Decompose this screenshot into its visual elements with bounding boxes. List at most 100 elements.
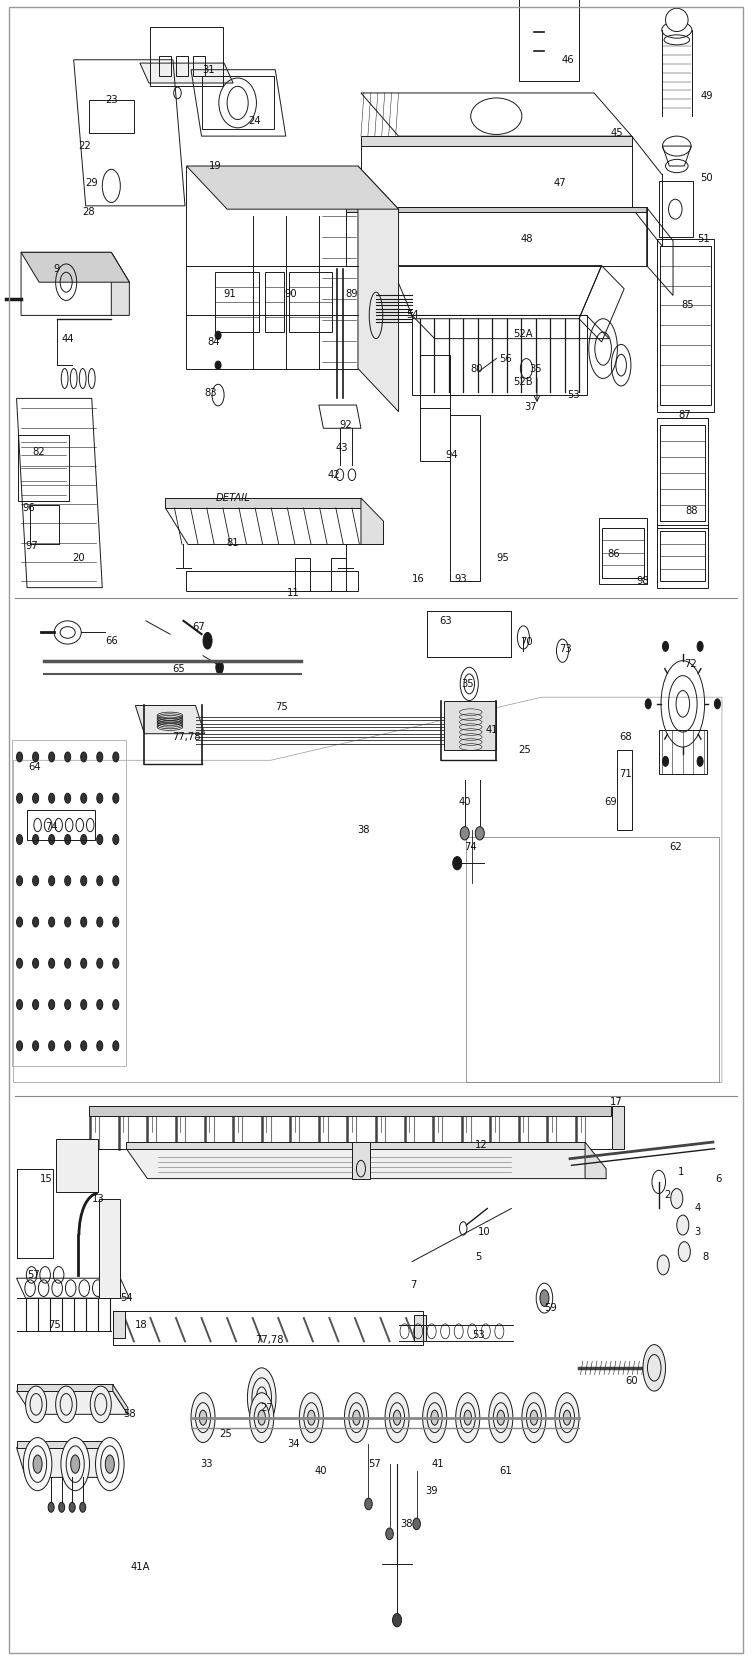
Ellipse shape xyxy=(32,958,38,968)
Ellipse shape xyxy=(65,999,71,1009)
Text: 65: 65 xyxy=(173,664,185,674)
Ellipse shape xyxy=(59,1502,65,1512)
Bar xyxy=(265,272,284,332)
Text: 40: 40 xyxy=(314,1466,326,1476)
Bar xyxy=(612,1106,624,1149)
Ellipse shape xyxy=(80,916,86,926)
Ellipse shape xyxy=(386,1527,393,1540)
Text: 4: 4 xyxy=(695,1204,701,1213)
Text: 7: 7 xyxy=(411,1280,417,1290)
Text: 57: 57 xyxy=(368,1459,381,1469)
Ellipse shape xyxy=(453,857,462,870)
Text: 96: 96 xyxy=(23,503,35,513)
Bar xyxy=(202,76,274,129)
Polygon shape xyxy=(165,498,361,508)
Text: 16: 16 xyxy=(412,574,424,584)
Polygon shape xyxy=(17,1391,128,1414)
Ellipse shape xyxy=(65,916,71,926)
Text: 97: 97 xyxy=(26,541,38,551)
Bar xyxy=(150,27,223,86)
Ellipse shape xyxy=(215,330,221,339)
Ellipse shape xyxy=(97,958,103,968)
Ellipse shape xyxy=(413,1517,420,1531)
Ellipse shape xyxy=(26,1386,47,1423)
Ellipse shape xyxy=(657,1255,669,1275)
Text: 64: 64 xyxy=(29,762,41,772)
Polygon shape xyxy=(358,166,399,412)
Ellipse shape xyxy=(113,1041,119,1051)
Text: 73: 73 xyxy=(559,644,572,654)
Ellipse shape xyxy=(80,958,86,968)
Text: 31: 31 xyxy=(203,65,215,75)
Ellipse shape xyxy=(96,1438,124,1491)
Text: 61: 61 xyxy=(499,1466,511,1476)
Ellipse shape xyxy=(663,757,669,767)
Text: 13: 13 xyxy=(92,1194,104,1204)
Bar xyxy=(89,1106,611,1116)
Ellipse shape xyxy=(17,876,23,886)
Ellipse shape xyxy=(105,1454,114,1474)
Bar xyxy=(331,558,346,591)
Text: 80: 80 xyxy=(471,364,483,374)
Ellipse shape xyxy=(113,793,119,803)
Text: 62: 62 xyxy=(669,842,681,852)
Text: 98: 98 xyxy=(636,576,648,586)
Text: 68: 68 xyxy=(620,732,632,742)
Ellipse shape xyxy=(677,1215,689,1235)
Bar xyxy=(99,1199,120,1298)
Text: 51: 51 xyxy=(697,234,709,244)
Bar xyxy=(657,418,708,528)
Text: 75: 75 xyxy=(48,1320,60,1330)
Text: 88: 88 xyxy=(686,506,698,516)
Polygon shape xyxy=(126,1149,606,1179)
Polygon shape xyxy=(126,1142,585,1149)
Text: 63: 63 xyxy=(439,616,451,626)
Ellipse shape xyxy=(49,752,55,762)
Ellipse shape xyxy=(80,876,86,886)
Ellipse shape xyxy=(69,1502,75,1512)
Bar xyxy=(659,730,707,774)
Bar xyxy=(414,1315,426,1341)
Ellipse shape xyxy=(671,1189,683,1208)
Ellipse shape xyxy=(113,958,119,968)
Text: 41: 41 xyxy=(486,725,498,735)
Ellipse shape xyxy=(645,699,651,709)
Ellipse shape xyxy=(49,999,55,1009)
Ellipse shape xyxy=(714,699,720,709)
Ellipse shape xyxy=(460,827,469,840)
Polygon shape xyxy=(186,166,399,209)
Text: 66: 66 xyxy=(105,636,117,646)
Ellipse shape xyxy=(215,360,221,370)
Text: 57: 57 xyxy=(27,1270,39,1280)
Text: 41A: 41A xyxy=(130,1562,150,1572)
Text: 56: 56 xyxy=(499,354,511,364)
Text: 85: 85 xyxy=(682,300,694,310)
Bar xyxy=(18,435,69,501)
Ellipse shape xyxy=(497,1409,505,1424)
Text: 19: 19 xyxy=(209,161,221,171)
Text: 38: 38 xyxy=(358,825,370,835)
Ellipse shape xyxy=(80,835,86,845)
Ellipse shape xyxy=(247,1368,276,1428)
Ellipse shape xyxy=(80,1502,86,1512)
Ellipse shape xyxy=(97,752,103,762)
Ellipse shape xyxy=(65,835,71,845)
Text: 24: 24 xyxy=(248,116,260,126)
Ellipse shape xyxy=(456,1393,480,1443)
Ellipse shape xyxy=(393,1614,402,1627)
Ellipse shape xyxy=(113,752,119,762)
Ellipse shape xyxy=(97,999,103,1009)
Ellipse shape xyxy=(32,752,38,762)
Ellipse shape xyxy=(32,876,38,886)
Ellipse shape xyxy=(353,1409,360,1424)
Text: 81: 81 xyxy=(227,538,239,548)
Text: 45: 45 xyxy=(611,128,623,138)
Ellipse shape xyxy=(32,1041,38,1051)
Polygon shape xyxy=(361,136,632,146)
Text: 35: 35 xyxy=(529,364,541,374)
Ellipse shape xyxy=(80,752,86,762)
Ellipse shape xyxy=(385,1393,409,1443)
Polygon shape xyxy=(17,1441,113,1448)
Ellipse shape xyxy=(203,632,212,649)
Text: 54: 54 xyxy=(406,310,418,320)
